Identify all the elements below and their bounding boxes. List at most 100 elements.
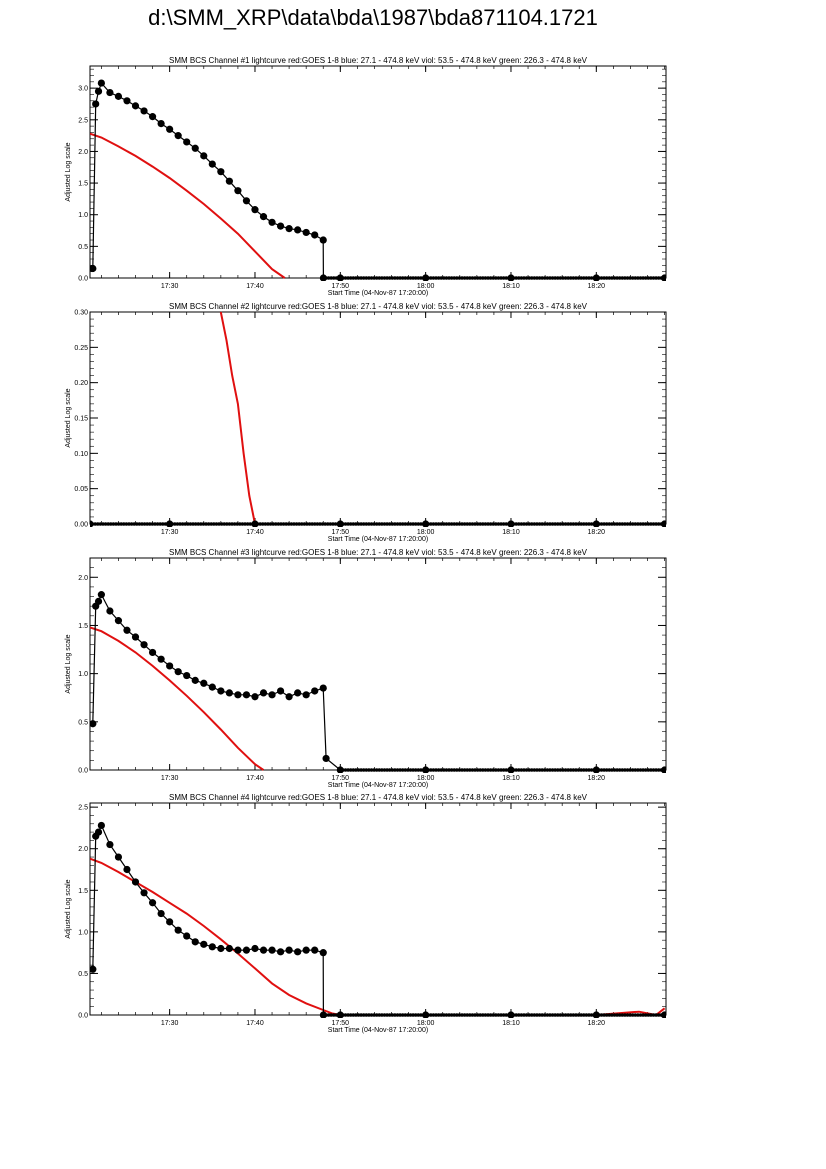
bcs-baseline-point [519,1013,524,1017]
bcs-baseline-point [496,768,501,772]
bcs-baseline-point [612,276,617,280]
x-tick-label: 18:10 [502,1020,520,1027]
bcs-baseline-point [351,522,356,526]
bcs-data-point [123,97,131,105]
bcs-baseline-point [245,522,250,526]
bcs-baseline-point [483,1013,488,1017]
bcs-data-point [217,687,225,695]
bcs-data-point [225,944,233,953]
bcs-baseline-point [395,1013,400,1017]
bcs-baseline-point [240,522,245,526]
bcs-baseline-point [361,1013,366,1017]
bcs-baseline-point [103,522,108,526]
bcs-baseline-point [537,1013,542,1017]
bcs-baseline-point [542,522,547,526]
x-tick-label: 17:50 [332,283,350,290]
bcs-baseline-point [649,276,653,280]
bcs-baseline-point [612,1013,617,1017]
bcs-baseline-point [167,522,172,526]
bcs-baseline-point [398,1013,402,1017]
bcs-baseline-point [540,768,544,772]
bcs-baseline-point [646,276,651,280]
bcs-data-point [302,228,310,237]
bcs-baseline-point [514,768,518,772]
bcs-baseline-point [406,522,410,526]
bcs-baseline-point [111,522,116,526]
bcs-baseline-point [393,768,397,772]
bcs-baseline-point [532,768,537,772]
x-tick-label: 17:50 [332,775,350,782]
bcs-baseline-point [452,768,457,772]
bcs-baseline-point [620,522,625,526]
bcs-baseline-point [361,276,366,280]
bcs-baseline-point [636,768,640,772]
bcs-baseline-point [499,276,503,280]
bcs-baseline-point [292,522,296,526]
bcs-baseline-point [566,276,570,280]
x-tick-label: 18:00 [417,775,435,782]
bcs-baseline-point [651,1013,656,1017]
bcs-baseline-point [426,768,431,772]
bcs-baseline-point [413,522,418,526]
bcs-baseline-point [406,276,410,280]
bcs-baseline-point [398,768,402,772]
bcs-baseline-point [607,1013,612,1017]
bcs-baseline-point [555,1013,560,1017]
bcs-baseline-point [367,522,371,526]
bcs-baseline-point [535,1013,539,1017]
bcs-baseline-point [623,768,627,772]
bcs-baseline-point [566,1013,570,1017]
bcs-baseline-point [393,1013,397,1017]
bcs-baseline-point [566,768,570,772]
bcs-baseline-point [625,276,630,280]
bcs-baseline-point [452,276,457,280]
y-tick-label: 1.5 [78,623,88,630]
bcs-baseline-point [468,522,472,526]
y-tick-label: 0.20 [74,380,88,387]
bcs-baseline-point [408,276,413,280]
bcs-data-point [311,946,319,954]
y-tick-label: 1.0 [78,212,88,219]
bcs-baseline-point [377,768,382,772]
bcs-baseline-point [514,276,518,280]
bcs-baseline-point [540,522,544,526]
bcs-baseline-point [449,276,454,280]
bcs-data-point [148,648,157,657]
bcs-baseline-point [449,522,454,526]
bcs-baseline-point [367,768,371,772]
bcs-baseline-point [406,1013,410,1017]
bcs-baseline-point [331,522,335,526]
bcs-baseline-point [326,1013,331,1017]
bcs-baseline-point [180,522,185,526]
bcs-baseline-point [491,1013,496,1017]
bcs-baseline-point [457,522,462,526]
bcs-baseline-point [106,522,110,526]
bcs-baseline-point [354,768,358,772]
bcs-baseline-point [444,276,449,280]
y-tick-label: 0.5 [78,719,88,726]
bcs-baseline-point [98,522,103,526]
bcs-baseline-point [374,1013,379,1017]
bcs-baseline-point [114,522,118,526]
bcs-baseline-point [153,522,157,526]
bcs-baseline-point [662,522,666,526]
bcs-baseline-point [444,522,449,526]
bcs-baseline-point [364,1013,369,1017]
bcs-baseline-point [434,768,438,772]
bcs-baseline-point [516,522,521,526]
bcs-baseline-point [307,522,312,526]
bcs-data-point [319,236,327,244]
bcs-baseline-point [612,522,617,526]
x-tick-label: 17:40 [246,775,264,782]
y-tick-label: 2.0 [78,846,88,853]
bcs-baseline-point [649,1013,653,1017]
bcs-baseline-point [641,768,645,772]
bcs-baseline-point [449,1013,454,1017]
y-tick-label: 0.00 [74,522,88,529]
bcs-baseline-point [516,1013,521,1017]
bcs-baseline-point [364,768,369,772]
bcs-baseline-point [646,1013,651,1017]
bcs-baseline-point [361,768,366,772]
chart-title: SMM BCS Channel #3 lightcurve red:GOES 1… [169,548,588,557]
bcs-baseline-point [589,1013,594,1017]
